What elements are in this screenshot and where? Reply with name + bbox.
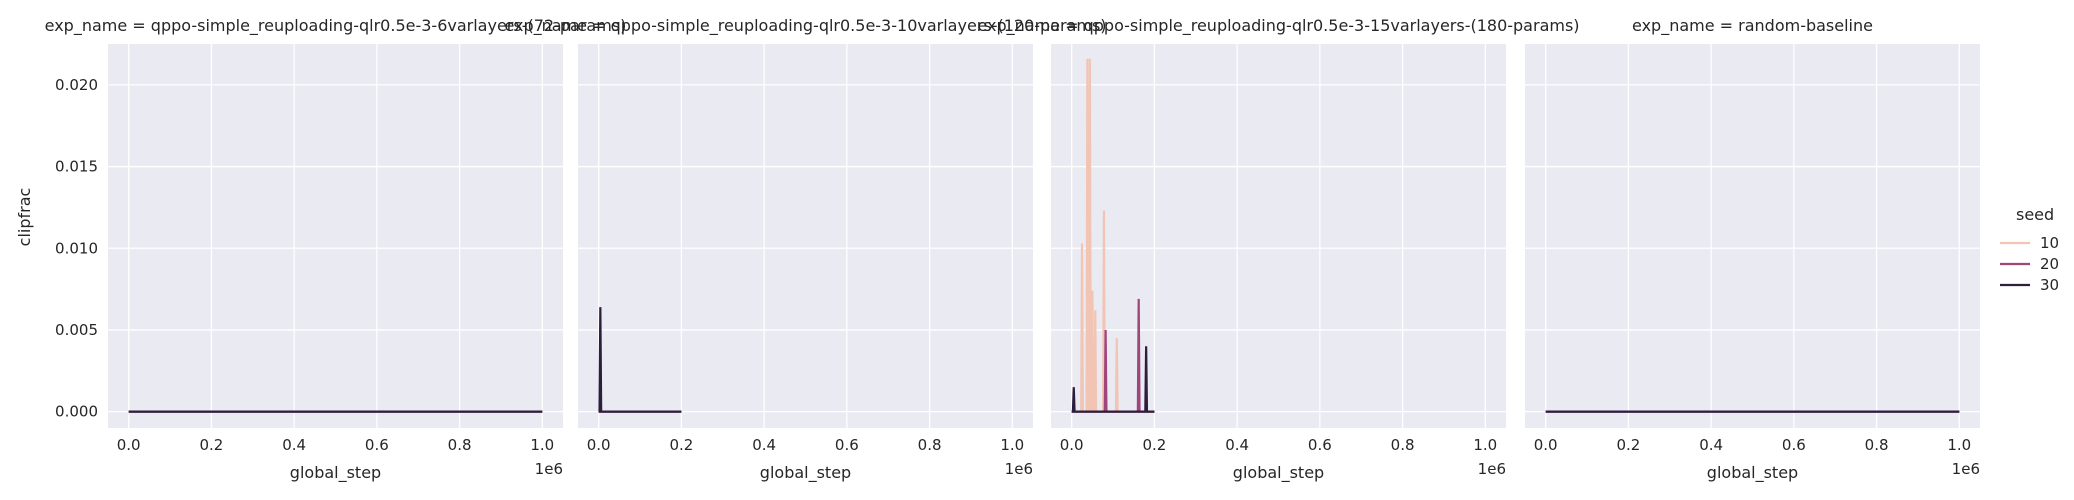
y-axis-label: clipfrac (15, 188, 34, 247)
legend-item: 20 (2000, 255, 2059, 273)
y-tick-label: 0.010 (55, 239, 98, 257)
x-tick-label: 0.8 (1865, 436, 1889, 454)
x-tick-label: 0.0 (117, 436, 141, 454)
x-tick-label: 1.0 (530, 436, 554, 454)
y-tick-label: 0.000 (55, 403, 98, 421)
x-tick-label: 0.0 (1060, 436, 1084, 454)
panel-3: 0.0 0.2 0.4 0.6 0.8 1.0 exp_name = qppo-simple… (977, 16, 1579, 483)
panel-title: exp_name = qppo-simple_reuploading-qlr0.… (977, 16, 1579, 36)
x-tick-label: 0.6 (365, 436, 389, 454)
x-tick-label: 0.6 (1308, 436, 1332, 454)
x-tick-label: 0.8 (918, 436, 942, 454)
plot-background (1525, 44, 1980, 428)
series-line-seed-30 (1071, 346, 1155, 413)
x-tick-label: 0.2 (1142, 436, 1166, 454)
x-tick-label: 0.2 (1616, 436, 1640, 454)
panel-title: exp_name = random-baseline (1632, 16, 1873, 36)
legend-label: 20 (2040, 255, 2059, 273)
x-axis-offset-label: 1e6 (1005, 460, 1033, 478)
x-axis-label: global_step (1707, 463, 1798, 483)
panel-1: 0.0 0.2 0.4 0.6 0.8 1.0 0.000 0.005 0.010 0.015 0.… (45, 16, 627, 483)
x-tick-label: 1.0 (1947, 436, 1971, 454)
x-axis-label: global_step (760, 463, 851, 483)
legend: seed 10 20 30 (2000, 205, 2059, 294)
y-tick-label: 0.005 (55, 321, 98, 339)
legend-title: seed (2016, 205, 2054, 224)
series-line-seed-30 (598, 307, 682, 413)
legend-item: 10 (2000, 234, 2059, 252)
x-tick-label: 1.0 (1473, 436, 1497, 454)
x-tick-label: 0.4 (1699, 436, 1723, 454)
x-tick-label: 0.8 (1391, 436, 1415, 454)
x-tick-label: 0.8 (448, 436, 472, 454)
x-tick-label: 0.6 (1782, 436, 1806, 454)
x-tick-label: 0.2 (199, 436, 223, 454)
plot-background (108, 44, 563, 428)
x-tick-label: 0.0 (1534, 436, 1558, 454)
x-tick-label: 0.4 (1225, 436, 1249, 454)
x-axis-offset-label: 1e6 (1952, 460, 1980, 478)
x-tick-label: 0.6 (835, 436, 859, 454)
x-tick-label: 1.0 (1000, 436, 1024, 454)
x-tick-label: 0.4 (752, 436, 776, 454)
y-tick-label: 0.020 (55, 76, 98, 94)
panel-title: exp_name = qppo-simple_reuploading-qlr0.… (504, 16, 1106, 36)
legend-label: 30 (2040, 276, 2059, 294)
panel-2: 0.0 0.2 0.4 0.6 0.8 1.0 exp_name = qppo-simple… (504, 16, 1106, 483)
legend-item: 30 (2000, 276, 2059, 294)
x-axis-offset-label: 1e6 (1478, 460, 1506, 478)
plot-background (578, 44, 1033, 428)
x-tick-label: 0.0 (587, 436, 611, 454)
x-tick-label: 0.2 (669, 436, 693, 454)
plot-background (1051, 44, 1506, 428)
chart-panels: 0.0 0.2 0.4 0.6 0.8 1.0 0.000 0.005 0.010 0.015 0.… (45, 16, 1980, 483)
panel-title: exp_name = qppo-simple_reuploading-qlr0.… (45, 16, 627, 36)
y-tick-label: 0.015 (55, 158, 98, 176)
x-tick-label: 0.4 (282, 436, 306, 454)
legend-label: 10 (2040, 234, 2059, 252)
x-axis-offset-label: 1e6 (535, 460, 563, 478)
x-axis-label: global_step (1233, 463, 1324, 483)
panel-4: 0.0 0.2 0.4 0.6 0.8 1.0 exp_name = random-base… (1525, 16, 1980, 483)
x-axis-label: global_step (290, 463, 381, 483)
